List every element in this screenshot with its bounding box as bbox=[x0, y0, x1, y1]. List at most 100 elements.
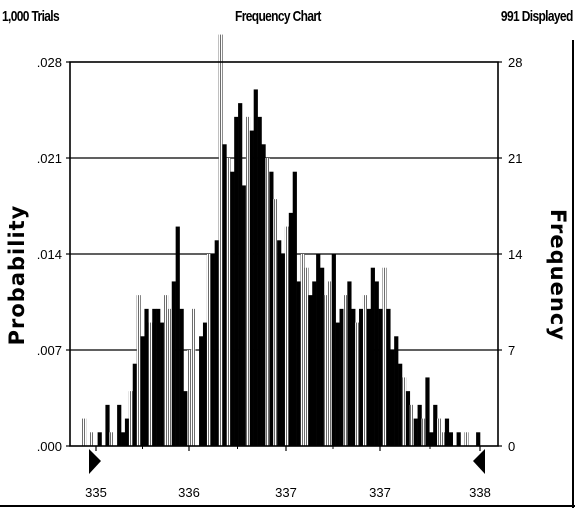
histogram-bar bbox=[284, 226, 290, 446]
histogram-bar bbox=[382, 267, 387, 446]
histogram-bar bbox=[128, 391, 134, 446]
histogram-bar bbox=[343, 295, 348, 446]
histogram-bar bbox=[394, 336, 399, 446]
histogram-bar bbox=[152, 308, 157, 446]
histogram-bar bbox=[245, 116, 251, 447]
histogram-bar bbox=[409, 404, 414, 446]
histogram-bar bbox=[304, 267, 309, 446]
histogram-bar bbox=[296, 281, 301, 446]
histogram-bar bbox=[281, 254, 286, 446]
histogram-bar bbox=[269, 171, 274, 446]
histogram-bar bbox=[105, 404, 110, 446]
histogram-bars bbox=[82, 34, 481, 447]
histogram-bar bbox=[320, 267, 325, 446]
right-range-marker bbox=[473, 449, 485, 474]
right-tick-label: 14 bbox=[508, 247, 522, 262]
histogram-bar bbox=[124, 418, 130, 446]
histogram-bar bbox=[140, 336, 145, 446]
histogram-bar bbox=[440, 432, 446, 446]
histogram-bar bbox=[156, 308, 161, 446]
histogram-bar bbox=[366, 308, 372, 446]
histogram-bar bbox=[214, 240, 219, 446]
left-tick-label: .028 bbox=[37, 55, 62, 70]
histogram-bar bbox=[359, 308, 364, 446]
histogram-bar bbox=[167, 308, 173, 446]
chart-title: Frequency Chart bbox=[235, 8, 321, 25]
x-tick-label: 336 bbox=[178, 485, 200, 500]
histogram-bar bbox=[148, 322, 153, 446]
histogram-bar bbox=[429, 432, 434, 446]
histogram-bar bbox=[378, 308, 383, 446]
right-tick-label: 21 bbox=[508, 151, 522, 166]
histogram-bar bbox=[355, 322, 360, 446]
histogram-bar bbox=[191, 308, 196, 446]
histogram-bar bbox=[265, 158, 270, 446]
trials-count-label: 1,000 Trials bbox=[2, 8, 60, 25]
axes: .000 0 .007 7 .014 14 .021 21 .028 28 335 336 337 337… bbox=[0, 40, 575, 508]
histogram-bar bbox=[249, 130, 254, 446]
histogram-bar bbox=[199, 336, 204, 446]
histogram-bar bbox=[241, 185, 247, 446]
histogram-bar bbox=[277, 240, 282, 446]
histogram-bar bbox=[456, 432, 461, 446]
histogram-bar bbox=[109, 432, 114, 446]
histogram-bar bbox=[323, 295, 329, 446]
x-tick-label: 335 bbox=[85, 485, 107, 500]
histogram-bar bbox=[405, 391, 411, 446]
left-tick-label: .014 bbox=[37, 247, 62, 262]
histogram-bar bbox=[121, 432, 126, 446]
histogram-bar bbox=[308, 295, 313, 446]
histogram-bar bbox=[417, 404, 422, 446]
histogram-bar bbox=[390, 350, 395, 446]
histogram-bar bbox=[206, 254, 212, 446]
displayed-count-label: 991 Displayed bbox=[501, 8, 573, 25]
histogram-bar bbox=[187, 350, 192, 446]
plot-frame bbox=[69, 61, 499, 447]
histogram-bar bbox=[97, 432, 102, 446]
histogram-bar bbox=[374, 281, 379, 446]
histogram-bar bbox=[261, 144, 266, 447]
histogram-bar bbox=[425, 377, 430, 446]
histogram-bar bbox=[230, 171, 235, 446]
histogram-bar bbox=[448, 432, 453, 446]
histogram-bar bbox=[292, 171, 297, 446]
left-tick-label: .007 bbox=[37, 343, 62, 358]
histogram-bar bbox=[179, 308, 184, 446]
histogram-bar bbox=[89, 432, 94, 446]
left-range-marker bbox=[89, 449, 101, 474]
histogram-bar bbox=[144, 308, 149, 446]
histogram-bar bbox=[136, 295, 141, 446]
histogram-bar bbox=[398, 363, 403, 446]
histogram-bar bbox=[433, 404, 438, 446]
histogram-bar bbox=[183, 391, 188, 446]
histogram-bar bbox=[476, 432, 481, 446]
histogram-bar bbox=[226, 158, 231, 446]
histogram-bar bbox=[347, 281, 352, 446]
histogram-bar bbox=[413, 418, 418, 446]
histogram-bar bbox=[327, 281, 333, 446]
histogram-bar bbox=[132, 363, 137, 446]
histogram-bar bbox=[238, 103, 243, 446]
histogram-bar bbox=[401, 377, 407, 446]
histogram-bar bbox=[370, 267, 375, 446]
right-tick-label: 7 bbox=[508, 343, 515, 358]
histogram-bar bbox=[257, 116, 262, 447]
histogram-bar bbox=[160, 322, 165, 446]
histogram-bar bbox=[335, 322, 340, 446]
histogram-bar bbox=[288, 212, 293, 446]
histogram-bar bbox=[222, 144, 227, 447]
right-tick-label: 0 bbox=[508, 439, 515, 454]
left-tick-label: .021 bbox=[37, 151, 62, 166]
histogram-bar bbox=[210, 254, 215, 446]
histogram-bar bbox=[316, 254, 321, 446]
histogram-bar bbox=[175, 226, 180, 446]
histogram-bar bbox=[202, 322, 208, 446]
histogram-bar bbox=[117, 404, 122, 446]
right-tick-label: 28 bbox=[508, 55, 522, 70]
x-tick-label: 338 bbox=[469, 485, 491, 500]
histogram-bar bbox=[273, 199, 278, 446]
histogram-bar bbox=[331, 254, 336, 446]
histogram-bar bbox=[171, 281, 176, 446]
histogram-bar bbox=[234, 116, 239, 447]
